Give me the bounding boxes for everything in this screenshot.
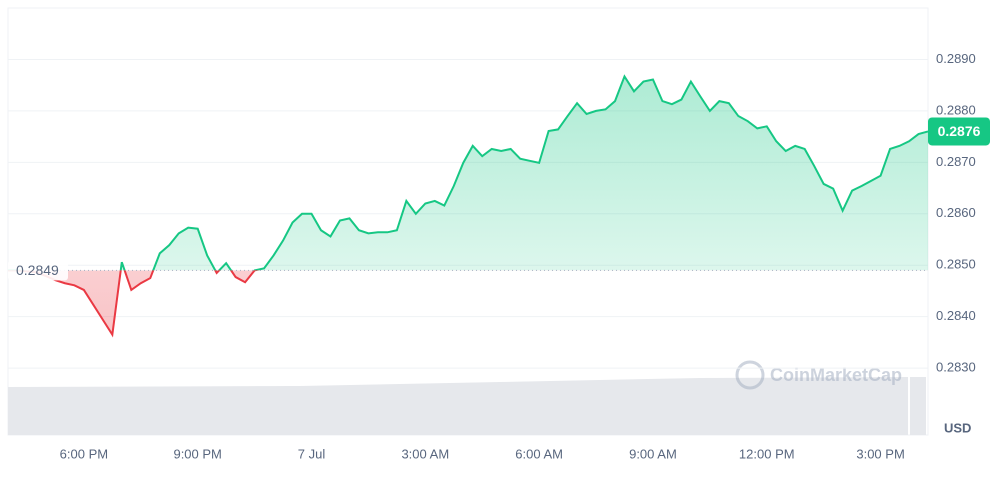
y-tick-label: 0.2830 <box>936 360 976 375</box>
baseline-label: 0.2849 <box>16 262 59 278</box>
watermark-logo <box>735 360 765 390</box>
watermark: CoinMarketCap <box>735 360 902 390</box>
area-up <box>120 76 928 271</box>
current-price-badge <box>928 117 990 146</box>
y-tick-label: 0.2870 <box>936 154 976 169</box>
y-tick-label: 0.2850 <box>936 257 976 272</box>
x-tick-label: 3:00 AM <box>401 446 449 461</box>
y-tick-label: 0.2890 <box>936 51 976 66</box>
y-tick-label: 0.2840 <box>936 308 976 323</box>
baseline-label-bg <box>8 260 68 281</box>
x-tick-label: 12:00 PM <box>739 446 795 461</box>
x-tick-label: 6:00 PM <box>60 446 108 461</box>
volume-area <box>910 377 926 435</box>
y-tick-label: 0.2860 <box>936 205 976 220</box>
price-line-up <box>8 74 929 271</box>
volume-area <box>8 377 908 435</box>
x-tick-label: 7 Jul <box>298 446 326 461</box>
x-tick-label: 9:00 PM <box>173 446 221 461</box>
x-tick-label: 3:00 PM <box>856 446 904 461</box>
currency-label: USD <box>944 420 971 435</box>
x-tick-label: 6:00 AM <box>515 446 563 461</box>
watermark-text: CoinMarketCap <box>770 365 902 385</box>
current-price-label: 0.2876 <box>938 123 981 139</box>
area-down <box>8 270 928 335</box>
y-tick-label: 0.2880 <box>936 102 976 117</box>
x-tick-label: 9:00 AM <box>629 446 677 461</box>
